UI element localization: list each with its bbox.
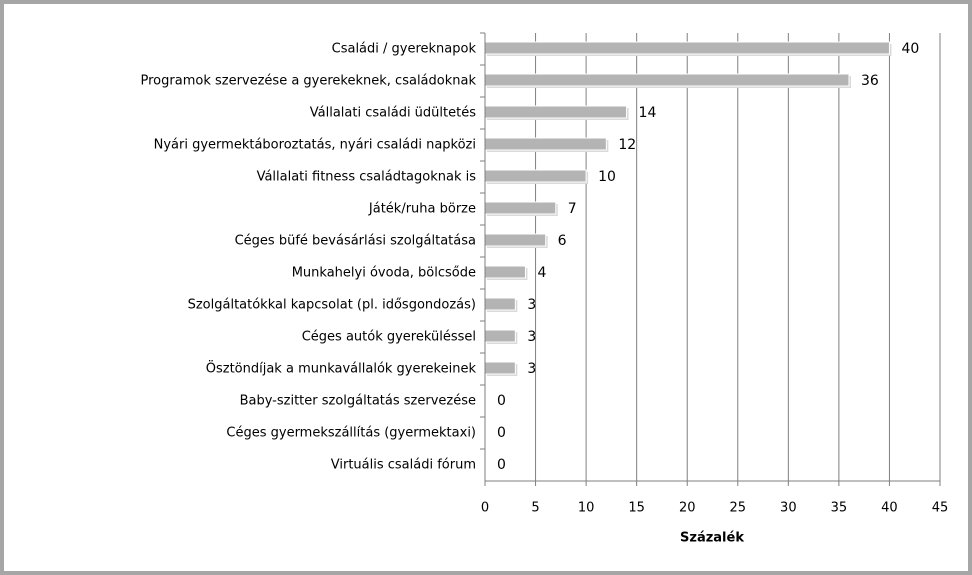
data-label: 3 [527,361,536,377]
x-tick-label: 10 [578,501,595,516]
y-tick-label: Szolgáltatókkal kapcsolat (pl. idősgondo… [188,298,476,313]
x-tick-label: 15 [628,501,645,516]
y-tick-label: Vállalati fitness családtagoknak is [257,170,477,185]
bar [484,169,587,183]
data-label: 0 [497,457,506,473]
data-label: 6 [558,233,567,249]
x-tick-label: 0 [481,501,489,516]
y-tick-label: Virtuális családi fórum [331,458,476,473]
y-tick-label: Nyári gyermektáboroztatás, nyári családi… [154,138,476,153]
x-tick-label: 45 [932,501,949,516]
x-tick-label: 20 [679,501,696,516]
data-label: 0 [497,393,506,409]
x-tick-label: 25 [730,501,747,516]
x-tick-label: 35 [831,501,848,516]
bar [484,105,628,119]
data-label: 3 [527,329,536,345]
x-tick-label: 5 [531,501,539,516]
bar [484,329,516,343]
bar [484,233,547,247]
bar [484,361,516,375]
data-label: 4 [537,265,546,281]
y-tick-label: Baby-szitter szolgáltatás szervezése [240,394,476,409]
y-tick-label: Játék/ruha börze [368,202,476,217]
y-tick-label: Programok szervezése a gyerekeknek, csal… [141,74,477,89]
data-label: 14 [639,105,657,121]
data-label: 10 [598,169,616,185]
data-label: 12 [618,137,636,153]
y-tick-label: Munkahelyi óvoda, bölcsőde [292,266,476,281]
data-label: 0 [497,425,506,441]
data-label: 3 [527,297,536,313]
x-axis-title: Százalék [680,531,744,546]
bar [484,137,607,151]
y-tick-label: Céges autók gyereküléssel [302,330,476,345]
x-tick-label: 40 [881,501,898,516]
data-label: 7 [568,201,577,217]
x-tick-label: 30 [780,501,797,516]
bar [484,41,890,55]
bar [484,201,557,215]
data-label: 40 [901,41,919,57]
y-tick-label: Céges büfé bevásárlási szolgáltatása [235,234,476,249]
bar [484,297,516,311]
bar [484,73,850,87]
y-tick-label: Családi / gyereknapok [332,42,477,57]
bar [484,265,526,279]
y-tick-label: Ösztöndíjak a munkavállalók gyerekeinek [206,360,477,377]
y-tick-label: Céges gyermekszállítás (gyermektaxi) [226,426,476,441]
y-tick-label: Vállalati családi üdültetés [310,106,476,121]
data-label: 36 [861,73,879,89]
